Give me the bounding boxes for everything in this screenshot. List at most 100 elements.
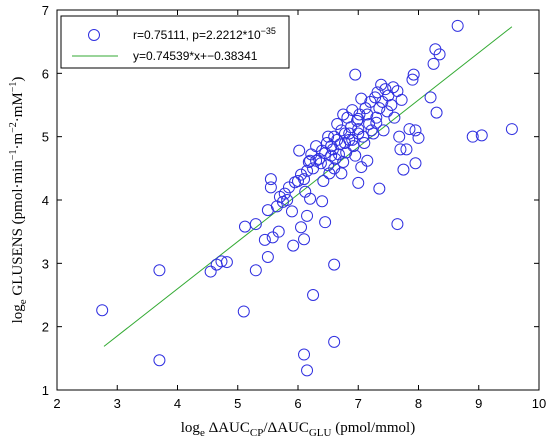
data-point <box>379 83 392 96</box>
data-point <box>346 133 359 146</box>
data-point <box>316 144 329 157</box>
y-tick-label: 1 <box>42 383 49 398</box>
data-point <box>264 181 277 194</box>
data-point <box>301 364 314 377</box>
data-point <box>295 221 308 234</box>
data-point <box>298 233 311 246</box>
data-point <box>393 130 406 143</box>
data-point <box>264 173 277 186</box>
data-point <box>407 68 420 81</box>
data-point <box>406 73 419 86</box>
data-point <box>328 258 341 271</box>
y-tick-label: 6 <box>42 66 49 81</box>
data-point <box>391 218 404 231</box>
x-axis-title: loge ΔAUCCP/ΔAUCGLU (pmol/mmol) <box>181 420 415 439</box>
data-point <box>387 81 400 94</box>
data-point <box>317 175 330 187</box>
data-point <box>424 91 437 104</box>
data-point <box>249 218 262 231</box>
data-point <box>505 123 518 136</box>
x-tick-label: 4 <box>174 396 181 411</box>
data-point <box>359 102 372 115</box>
data-point <box>331 118 344 130</box>
data-point <box>427 57 440 70</box>
data-point <box>345 121 358 134</box>
data-point <box>349 149 362 162</box>
legend-scatter-label-sup: −35 <box>261 26 276 36</box>
data-point <box>237 305 250 318</box>
legend-box <box>60 15 290 69</box>
data-point <box>332 148 345 161</box>
data-point <box>475 129 488 142</box>
y-tick-label: 3 <box>42 256 49 271</box>
data-point <box>395 93 408 106</box>
data-point <box>466 130 479 143</box>
data-point <box>343 127 356 140</box>
data-point <box>361 108 374 121</box>
legend-scatter-label: r=0.75111, p=2.2212*10−35 <box>133 26 276 42</box>
data-point <box>258 233 271 246</box>
data-point <box>371 86 384 99</box>
data-point <box>358 137 371 149</box>
data-point <box>409 124 422 137</box>
data-point <box>298 173 311 186</box>
data-point <box>430 106 443 119</box>
data-point <box>343 133 356 146</box>
data-point <box>292 175 304 187</box>
data-point <box>270 200 283 213</box>
data-point <box>364 95 377 108</box>
data-point <box>412 131 425 144</box>
data-point <box>293 144 306 157</box>
data-point <box>373 102 386 115</box>
data-point <box>310 140 323 153</box>
data-point <box>381 105 394 118</box>
x-tick-label: 2 <box>53 396 60 411</box>
data-point <box>316 195 329 208</box>
data-point <box>249 264 262 277</box>
data-point <box>361 154 374 167</box>
data-point <box>322 130 335 143</box>
x-tick-label: 3 <box>114 396 121 411</box>
legend: r=0.75111, p=2.2212*10−35 y=0.74539*x+−0… <box>60 15 290 69</box>
data-point <box>329 152 342 165</box>
data-point <box>403 123 416 136</box>
x-tick-label: 8 <box>415 396 422 411</box>
data-point <box>304 154 317 167</box>
data-point <box>96 304 109 317</box>
data-point <box>204 265 217 278</box>
data-point <box>370 116 383 129</box>
x-tick-label: 9 <box>475 396 482 411</box>
data-point <box>319 147 332 160</box>
data-point <box>397 163 410 176</box>
data-point <box>335 167 348 180</box>
data-point <box>337 108 350 121</box>
data-point <box>301 209 314 222</box>
data-point <box>375 78 388 91</box>
data-point <box>304 192 317 205</box>
data-point <box>220 256 233 269</box>
data-point <box>373 182 386 195</box>
x-tick-label: 5 <box>234 396 241 411</box>
data-point <box>281 194 294 206</box>
y-axis-title: loge GLUSENS (pmol·min−1·m−2·mM−1) <box>8 77 29 324</box>
data-point <box>328 130 341 143</box>
data-point <box>338 127 351 140</box>
data-point <box>394 143 407 156</box>
data-point <box>388 111 401 124</box>
data-point <box>433 48 446 61</box>
x-tick-label: 10 <box>532 396 546 411</box>
scatter-points <box>96 19 518 377</box>
data-point <box>153 354 166 367</box>
y-tick-label: 4 <box>42 193 49 208</box>
data-point <box>215 255 228 268</box>
y-tick-label: 5 <box>42 130 49 145</box>
data-point <box>377 124 390 137</box>
data-point <box>310 154 323 167</box>
data-point <box>409 157 422 170</box>
data-point <box>285 205 298 218</box>
data-point <box>451 19 464 32</box>
legend-scatter-marker <box>88 29 100 41</box>
data-point <box>307 289 320 301</box>
